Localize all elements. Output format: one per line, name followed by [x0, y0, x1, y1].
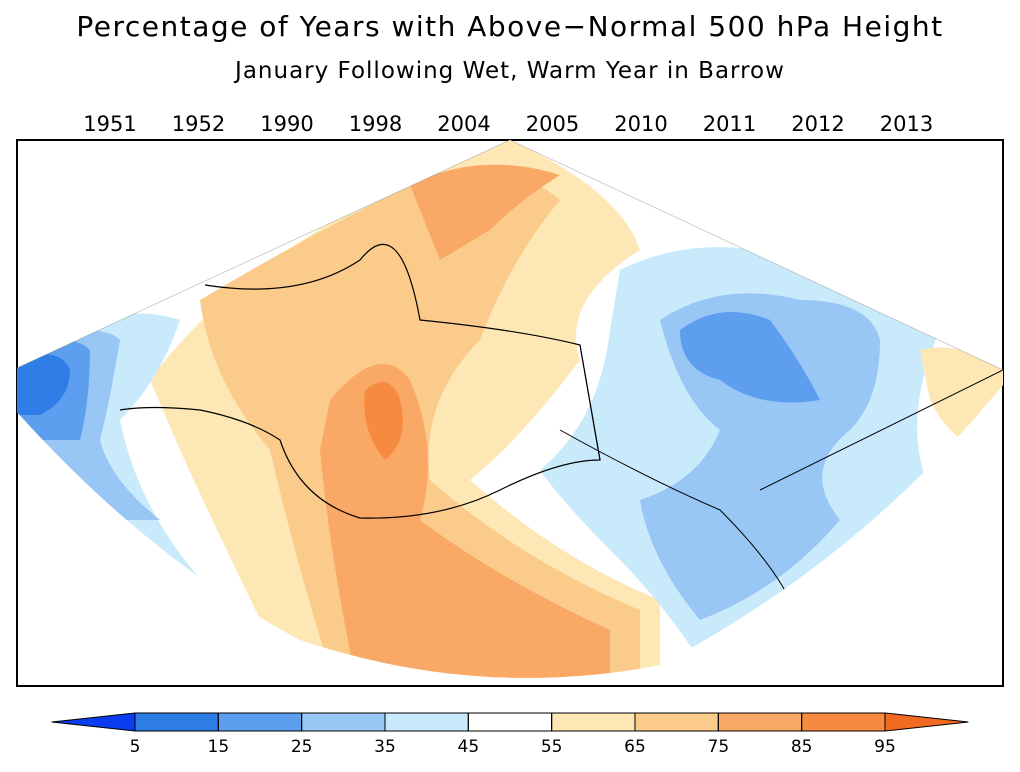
year-list: 1951 1952 1990 1998 2004 2005 2010 2011 2012 2013	[83, 112, 933, 136]
colorbar-label: 65	[624, 737, 646, 757]
year-label: 2005	[526, 112, 579, 136]
year-label: 2013	[880, 112, 933, 136]
colorbar-label: 35	[374, 737, 396, 757]
colorbar-label: 5	[130, 737, 141, 757]
colorbar-low	[51, 712, 136, 732]
sector-edge	[16, 139, 1004, 371]
colorbar-label: 55	[541, 737, 563, 757]
year-label: 1998	[349, 112, 402, 136]
year-label: 2012	[791, 112, 844, 136]
colorbar-label: 45	[458, 737, 480, 757]
year-label: 1952	[172, 112, 225, 136]
colorbar-swatch	[384, 712, 469, 732]
year-label: 2010	[614, 112, 667, 136]
title: Percentage of Years with Above−Normal 50…	[76, 10, 943, 43]
colorbar-label: 95	[874, 737, 896, 757]
colorbar-label: 25	[291, 737, 313, 757]
colorbar-swatch	[551, 712, 636, 732]
colorbar-swatch	[217, 712, 303, 732]
colorbar-label: 75	[708, 737, 730, 757]
year-label: 2004	[437, 112, 490, 136]
colorbar-high	[884, 712, 969, 732]
colorbar-swatch	[301, 712, 386, 732]
colorbar-swatch	[801, 712, 886, 732]
subtitle: January Following Wet, Warm Year in Barr…	[233, 58, 785, 84]
year-label: 1990	[260, 112, 313, 136]
colorbar-label: 15	[208, 737, 230, 757]
colorbar-swatch	[717, 712, 803, 732]
colorbar-swatch	[634, 712, 719, 732]
colorbar-label: 85	[791, 737, 813, 757]
year-label: 1951	[83, 112, 136, 136]
colorbar: 5 15 25 35 45 55 65 75 85 95	[51, 712, 969, 757]
colorbar-swatch	[467, 712, 553, 732]
colorbar-swatch	[134, 712, 219, 732]
year-label: 2011	[703, 112, 756, 136]
